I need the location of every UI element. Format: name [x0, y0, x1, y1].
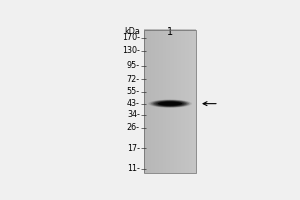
- Text: 17-: 17-: [127, 144, 140, 153]
- Text: 43-: 43-: [127, 99, 140, 108]
- Ellipse shape: [153, 100, 188, 107]
- Bar: [145, 30, 196, 173]
- Text: kDa: kDa: [124, 27, 140, 36]
- Text: 1: 1: [167, 27, 173, 37]
- Ellipse shape: [159, 101, 181, 106]
- Text: 11-: 11-: [127, 164, 140, 173]
- Ellipse shape: [160, 102, 180, 106]
- Text: 34-: 34-: [127, 110, 140, 119]
- Ellipse shape: [149, 100, 190, 108]
- Ellipse shape: [157, 101, 183, 106]
- Text: 26-: 26-: [127, 123, 140, 132]
- Ellipse shape: [154, 101, 186, 107]
- Ellipse shape: [158, 102, 182, 106]
- Ellipse shape: [151, 100, 189, 107]
- Text: 95-: 95-: [127, 61, 140, 70]
- Ellipse shape: [162, 102, 178, 105]
- Text: 72-: 72-: [127, 75, 140, 84]
- Ellipse shape: [148, 99, 192, 108]
- Text: 170-: 170-: [122, 33, 140, 42]
- Text: 55-: 55-: [127, 87, 140, 96]
- Ellipse shape: [156, 101, 184, 106]
- Text: 130-: 130-: [122, 46, 140, 55]
